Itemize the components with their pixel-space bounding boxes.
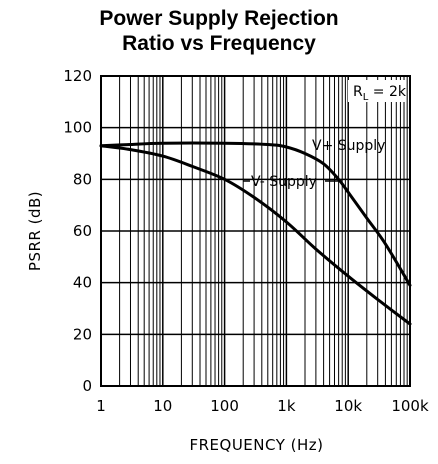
- x-tick-label-100: 100: [210, 397, 239, 415]
- condition-label-subscript: L: [363, 92, 369, 103]
- series-line-v-supply: [99, 144, 412, 326]
- y-tick-label-0: 0: [82, 377, 92, 395]
- series-curves: [99, 141, 412, 326]
- x-tick-label-10k: 10k: [334, 397, 362, 415]
- condition-label-main: R: [353, 84, 363, 100]
- condition-label: RL = 2k: [353, 84, 407, 103]
- y-tick-label-20: 20: [73, 325, 92, 343]
- condition-label-value: = 2k: [368, 84, 407, 100]
- x-tick-label-100k: 100k: [391, 397, 429, 415]
- x-axis-label: FREQUENCY (Hz): [189, 436, 323, 454]
- series-line-v-supply: [99, 141, 412, 287]
- x-tick-label-1: 1: [96, 397, 106, 415]
- chart-title-line-2: Ratio vs Frequency: [122, 32, 316, 55]
- series-label-v-minus-supply: V- Supply: [251, 174, 317, 190]
- chart-title-line-1: Power Supply Rejection: [99, 7, 339, 30]
- plot-frame: [100, 75, 411, 387]
- y-tick-label-80: 80: [73, 170, 92, 188]
- y-tick-label-60: 60: [73, 222, 92, 240]
- y-tick-label-40: 40: [73, 274, 92, 292]
- series-label-v-plus-supply: V+ Supply: [312, 138, 385, 154]
- x-tick-label-1k: 1k: [277, 397, 296, 415]
- y-tick-label-120: 120: [63, 67, 92, 85]
- y-tick-label-100: 100: [63, 119, 92, 137]
- y-axis-label: PSRR (dB): [26, 191, 44, 271]
- tick-labels: 1 10 100 1k 10k 100k 0 20 40 60 80 100 120: [63, 67, 429, 415]
- grid-lines: [100, 75, 411, 387]
- x-tick-label-10: 10: [153, 397, 172, 415]
- condition-box: [348, 80, 406, 102]
